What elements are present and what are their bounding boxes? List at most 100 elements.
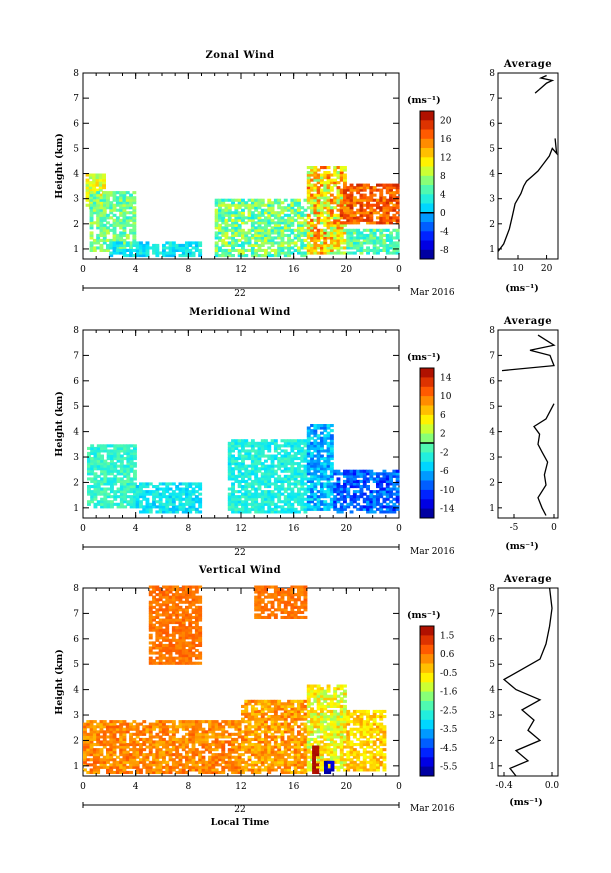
heatmap-cell — [320, 449, 324, 453]
heatmap-cell — [96, 732, 101, 736]
heatmap-cell — [237, 251, 242, 255]
heatmap-cell — [369, 477, 374, 481]
heatmap-cell — [329, 492, 334, 496]
heatmap-cell — [87, 462, 91, 466]
heatmap-cell — [379, 188, 384, 192]
heatmap-cell — [191, 748, 196, 752]
heatmap-cell — [326, 732, 331, 736]
colorbar-swatch — [420, 194, 434, 204]
heatmap-cell — [339, 251, 344, 255]
heatmap-cell — [320, 712, 324, 716]
heatmap-cell — [119, 492, 124, 496]
heatmap-cell — [99, 208, 104, 212]
heatmap-cell — [323, 181, 328, 185]
heatmap-cell — [214, 216, 219, 220]
heatmap-cell — [260, 725, 265, 729]
heatmap-cell — [320, 424, 324, 428]
heatmap-cell — [96, 492, 101, 496]
heatmap-cell — [287, 727, 291, 731]
heatmap-cell — [126, 459, 131, 463]
heatmap-cell — [326, 467, 331, 471]
heatmap-cell — [260, 213, 265, 217]
heatmap-cell — [218, 735, 222, 739]
heatmap-cell — [250, 198, 255, 202]
heatmap-cell — [303, 221, 308, 225]
heatmap-cell — [247, 490, 252, 494]
heatmap-cell — [277, 715, 282, 719]
heatmap-cell — [133, 505, 137, 509]
heatmap-cell — [280, 500, 285, 504]
heatmap-cell — [316, 168, 321, 172]
heatmap-cell — [343, 758, 347, 762]
heatmap-cell — [123, 472, 128, 476]
heatmap-cell — [320, 725, 324, 729]
heatmap-cell — [267, 221, 272, 225]
heatmap-cell — [339, 725, 344, 729]
heatmap-cell — [92, 760, 97, 764]
heatmap-cell — [221, 216, 226, 220]
heatmap-cell — [194, 497, 199, 501]
heatmap-cell — [158, 740, 163, 744]
heatmap-cell — [359, 193, 364, 197]
heatmap-cell — [139, 502, 143, 506]
heatmap-cell — [326, 753, 331, 757]
heatmap-cell — [283, 477, 288, 481]
heatmap-cell — [191, 735, 196, 739]
heatmap-cell — [250, 469, 255, 473]
heatmap-cell — [115, 196, 120, 200]
heatmap-cell — [359, 216, 364, 220]
heatmap-cell — [260, 479, 265, 483]
heatmap-cell — [221, 727, 226, 731]
heatmap-cell — [316, 497, 321, 501]
heatmap-cell — [264, 444, 268, 448]
heatmap-cell — [273, 760, 278, 764]
heatmap-cell — [145, 507, 150, 511]
heatmap-cell — [89, 196, 94, 200]
heatmap-cell — [287, 704, 291, 708]
heatmap-cell — [329, 717, 334, 721]
heatmap-cell — [244, 502, 249, 506]
heatmap-cell — [135, 750, 140, 754]
heatmap-cell — [277, 459, 282, 463]
heatmap-cell — [260, 462, 265, 466]
heatmap-cell — [306, 694, 311, 698]
heatmap-cell — [116, 454, 121, 458]
heatmap-cell — [93, 495, 98, 499]
heatmap-cell — [165, 505, 170, 509]
heatmap-cell — [336, 213, 341, 217]
heatmap-cell — [300, 223, 305, 227]
heatmap-cell — [116, 469, 121, 473]
heatmap-cell — [165, 743, 170, 747]
heatmap-cell — [287, 737, 291, 741]
heatmap-cell — [112, 218, 117, 222]
heatmap-cell — [119, 457, 124, 461]
heatmap-cell — [267, 457, 272, 461]
heatmap-cell — [132, 745, 137, 749]
heatmap-cell — [343, 178, 347, 182]
heatmap-cell — [303, 755, 308, 759]
heatmap-cell — [320, 246, 324, 250]
heatmap-cell — [343, 206, 347, 210]
heatmap-cell — [188, 755, 193, 759]
heatmap-cell — [313, 482, 318, 486]
heatmap-cell — [290, 740, 295, 744]
heatmap-cell — [99, 218, 104, 222]
heatmap-cell — [103, 482, 108, 486]
heatmap-cell — [178, 770, 183, 774]
heatmap-cell — [119, 208, 124, 212]
heatmap-cell — [303, 737, 308, 741]
heatmap-cell — [336, 198, 341, 202]
heatmap-cell — [227, 495, 232, 499]
heatmap-cell — [227, 462, 232, 466]
heatmap-cell — [89, 246, 94, 250]
heatmap-cell — [349, 485, 354, 489]
heatmap-cell — [323, 429, 328, 433]
heatmap-cell — [109, 753, 114, 757]
heatmap-cell — [119, 449, 124, 453]
heatmap-cell — [109, 254, 114, 258]
profile-y-tick-label: 2 — [489, 478, 495, 488]
heatmap-cell — [349, 183, 354, 187]
heatmap-cell — [326, 492, 331, 496]
heatmap-cell — [165, 740, 170, 744]
